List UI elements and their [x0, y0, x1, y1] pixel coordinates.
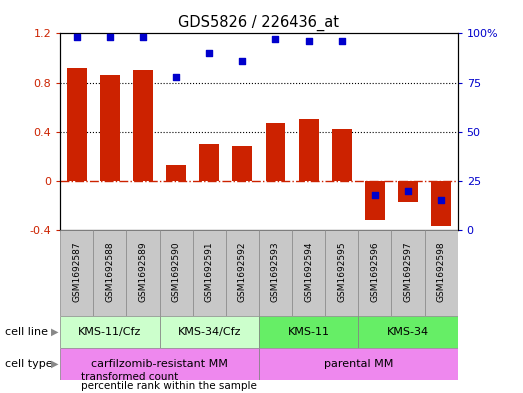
Bar: [292, 230, 325, 316]
Text: GSM1692591: GSM1692591: [204, 241, 214, 302]
Bar: [299, 119, 319, 181]
Bar: [60, 230, 93, 316]
Point: [337, 38, 346, 44]
Bar: [127, 230, 160, 316]
Bar: [259, 316, 358, 348]
Bar: [93, 230, 127, 316]
Point: [238, 58, 246, 64]
Point: [371, 191, 379, 198]
Text: ▶: ▶: [51, 359, 59, 369]
Text: GSM1692597: GSM1692597: [403, 241, 413, 302]
Bar: [398, 181, 418, 202]
Bar: [232, 146, 252, 181]
Bar: [431, 181, 451, 226]
Bar: [425, 230, 458, 316]
Bar: [100, 75, 120, 181]
Point: [205, 50, 213, 56]
Text: GSM1692587: GSM1692587: [72, 241, 81, 302]
Point: [271, 36, 280, 42]
Text: percentile rank within the sample: percentile rank within the sample: [81, 380, 257, 391]
Bar: [60, 348, 259, 380]
Bar: [199, 144, 219, 181]
Text: GSM1692589: GSM1692589: [139, 241, 147, 302]
Text: cell type: cell type: [5, 359, 53, 369]
Text: GSM1692588: GSM1692588: [105, 241, 115, 302]
Bar: [358, 230, 391, 316]
Bar: [226, 230, 259, 316]
Text: transformed count: transformed count: [81, 372, 178, 382]
Bar: [60, 316, 160, 348]
Bar: [391, 230, 425, 316]
Text: carfilzomib-resistant MM: carfilzomib-resistant MM: [91, 359, 228, 369]
Text: GSM1692593: GSM1692593: [271, 241, 280, 302]
Text: parental MM: parental MM: [324, 359, 393, 369]
Bar: [160, 230, 192, 316]
Text: GSM1692595: GSM1692595: [337, 241, 346, 302]
Point: [304, 38, 313, 44]
Bar: [192, 230, 226, 316]
Text: KMS-34/Cfz: KMS-34/Cfz: [177, 327, 241, 337]
Text: GSM1692590: GSM1692590: [172, 241, 180, 302]
Bar: [259, 348, 458, 380]
Point: [73, 34, 81, 40]
Point: [106, 34, 114, 40]
Bar: [365, 181, 385, 220]
Bar: [259, 230, 292, 316]
Bar: [166, 165, 186, 181]
Bar: [266, 123, 286, 181]
Point: [404, 187, 412, 194]
Bar: [358, 316, 458, 348]
Text: KMS-11/Cfz: KMS-11/Cfz: [78, 327, 142, 337]
Point: [139, 34, 147, 40]
Bar: [133, 70, 153, 181]
Text: cell line: cell line: [5, 327, 48, 337]
Point: [172, 73, 180, 80]
Bar: [332, 129, 351, 181]
Bar: [160, 316, 259, 348]
Text: KMS-34: KMS-34: [387, 327, 429, 337]
Bar: [67, 68, 87, 181]
Point: [437, 197, 445, 204]
Text: GSM1692594: GSM1692594: [304, 241, 313, 302]
Text: GSM1692592: GSM1692592: [238, 241, 247, 302]
Title: GDS5826 / 226436_at: GDS5826 / 226436_at: [178, 15, 339, 31]
Text: GSM1692598: GSM1692598: [437, 241, 446, 302]
Bar: [325, 230, 358, 316]
Text: KMS-11: KMS-11: [288, 327, 329, 337]
Text: ▶: ▶: [51, 327, 59, 337]
Text: GSM1692596: GSM1692596: [370, 241, 379, 302]
